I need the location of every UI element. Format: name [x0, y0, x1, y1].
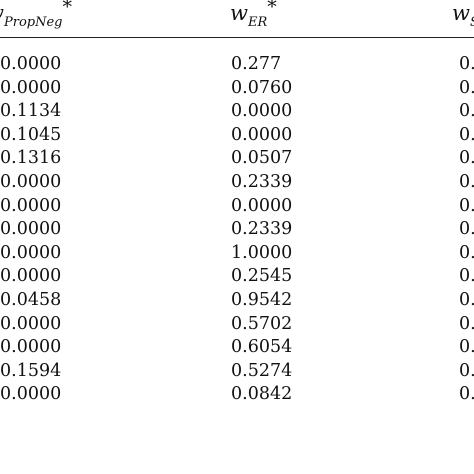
table-cell-c1: 0.0000 — [0, 54, 62, 74]
table-row: 0.0000 0.2339 0.0 — [0, 218, 474, 242]
header-w-s: wS — [452, 1, 474, 30]
table-cell-c2: 0.2545 — [231, 266, 293, 287]
table-cell-c1: 0.0000 — [0, 171, 62, 192]
table-cell-c2: 0.5274 — [231, 360, 293, 381]
table-row: 0.0000 0.2339 0.0 — [0, 171, 474, 195]
table-row: 0.0000 0.277 0.0 — [0, 53, 474, 77]
table-row: 0.0000 0.0842 0.0 — [0, 383, 474, 407]
table-cell-c3: 0.6 — [459, 148, 474, 169]
table-row: 0.0000 0.5702 0.4 — [0, 313, 474, 337]
header-w-er: wER* — [230, 0, 277, 30]
table-cell-c1: 0.0000 — [0, 337, 62, 358]
table-cell-c2: 0.6054 — [231, 337, 293, 358]
table-cell-c3: 0.3 — [459, 101, 474, 122]
table-cell-c3: 0.0 — [459, 337, 474, 358]
table-cell-c2: 0.9542 — [231, 289, 293, 310]
table-cell-c1: 0.0458 — [0, 289, 62, 310]
table-cell-c3: 0.0 — [459, 242, 474, 263]
table-cell-c2: 0.277 — [231, 54, 282, 74]
table-cell-c1: 0.0000 — [0, 195, 62, 216]
table-row: 0.0458 0.9542 0.0 — [0, 289, 474, 313]
table-cell-c3: 0.4 — [459, 313, 474, 334]
table-cell-c3: 0.0 — [459, 54, 474, 74]
table-row: 0.0000 0.0760 0.4 — [0, 77, 474, 101]
table-cell-c1: 0.0000 — [0, 313, 62, 334]
table-cell-c3: 0.4 — [459, 77, 474, 98]
table-cell-c1: 0.0000 — [0, 242, 62, 263]
table-cell-c1: 0.0000 — [0, 266, 62, 287]
table-cell-c1: 0.0000 — [0, 219, 62, 240]
header-w-propneg: wPropNeg* — [0, 0, 72, 30]
table-body: 0.00000.2770.00.00000.07600.40.11340.000… — [0, 53, 474, 407]
table-row: 0.0000 0.0000 0.0 — [0, 195, 474, 219]
table-cell-c1: 0.1134 — [0, 101, 62, 122]
table-cell-c3: 0.0 — [459, 195, 474, 216]
table-cell-c2: 0.0842 — [231, 384, 293, 405]
table-cell-c2: 0.2339 — [231, 171, 293, 192]
table-row: 0.1134 0.0000 0.3 — [0, 100, 474, 124]
table-cell-c1: 0.1594 — [0, 360, 62, 381]
table-cell-c1: 0.1316 — [0, 148, 62, 169]
table-cell-c2: 0.0000 — [231, 124, 293, 145]
table-cell-c3: 0.3 — [459, 266, 474, 287]
table-row: 0.0000 0.6054 0.0 — [0, 336, 474, 360]
table-row: 0.1316 0.0507 0.6 — [0, 147, 474, 171]
table-cell-c1: 0.0000 — [0, 77, 62, 98]
table-cell-c2: 0.0507 — [231, 148, 293, 169]
header-rule — [0, 37, 474, 38]
table-cell-c3: 0.1 — [459, 360, 474, 381]
table-cell-c1: 0.0000 — [0, 384, 62, 405]
table-cell-c3: 0.0 — [459, 384, 474, 405]
table-cell-c2: 0.5702 — [231, 313, 293, 334]
table-cell-c3: 0.0 — [459, 171, 474, 192]
table-header: wPropNeg* wER* wS — [0, 0, 474, 36]
table-cell-c2: 0.0760 — [231, 77, 293, 98]
table-row: 0.0000 1.0000 0.0 — [0, 242, 474, 266]
table-cell-c1: 0.1045 — [0, 124, 62, 145]
table-row: 0.1045 0.0000 0.7 — [0, 124, 474, 148]
table-cell-c3: 0.7 — [459, 124, 474, 145]
table-row: 0.1594 0.5274 0.1 — [0, 360, 474, 384]
table-cell-c2: 0.2339 — [231, 219, 293, 240]
table-cell-c2: 0.0000 — [231, 195, 293, 216]
table-cell-c2: 0.0000 — [231, 101, 293, 122]
table-row: 0.0000 0.2545 0.3 — [0, 265, 474, 289]
table-cell-c3: 0.0 — [459, 289, 474, 310]
table-cell-c3: 0.0 — [459, 219, 474, 240]
table-cell-c2: 1.0000 — [231, 242, 293, 263]
